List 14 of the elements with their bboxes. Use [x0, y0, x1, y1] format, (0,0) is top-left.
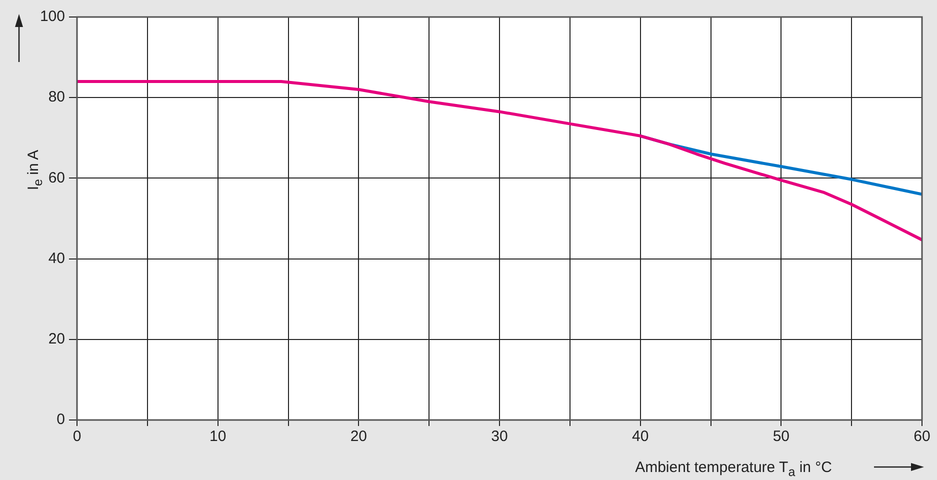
- x-tick-label: 60: [914, 428, 930, 446]
- y-tick-label: 60: [48, 169, 65, 186]
- x-tick-label: 40: [632, 428, 649, 446]
- y-tick-label: 20: [48, 330, 65, 348]
- x-axis-title: Ambient temperature T$_{a}$ in °C: [635, 459, 832, 479]
- x-tick-label: 0: [72, 428, 82, 446]
- y-tick-label: 100: [40, 8, 65, 26]
- x-tick-label: 20: [350, 428, 368, 446]
- y-tick-label: 0: [56, 411, 65, 428]
- y-tick-label: 80: [48, 88, 65, 106]
- x-tick-label: 50: [772, 428, 790, 446]
- x-tick-label: 10: [209, 428, 226, 446]
- y-tick-label: 40: [48, 250, 65, 267]
- x-tick-label: 30: [491, 428, 508, 446]
